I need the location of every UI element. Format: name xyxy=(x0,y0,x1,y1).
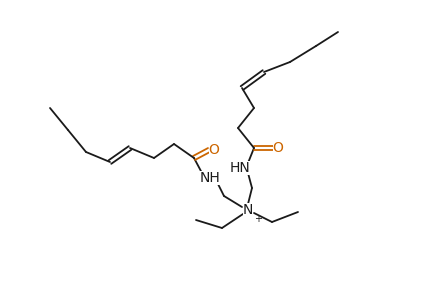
Text: NH: NH xyxy=(199,171,220,185)
Text: N: N xyxy=(243,203,253,217)
Text: O: O xyxy=(273,141,283,155)
Text: +: + xyxy=(254,214,262,224)
Text: O: O xyxy=(208,143,220,157)
Text: HN: HN xyxy=(230,161,250,175)
